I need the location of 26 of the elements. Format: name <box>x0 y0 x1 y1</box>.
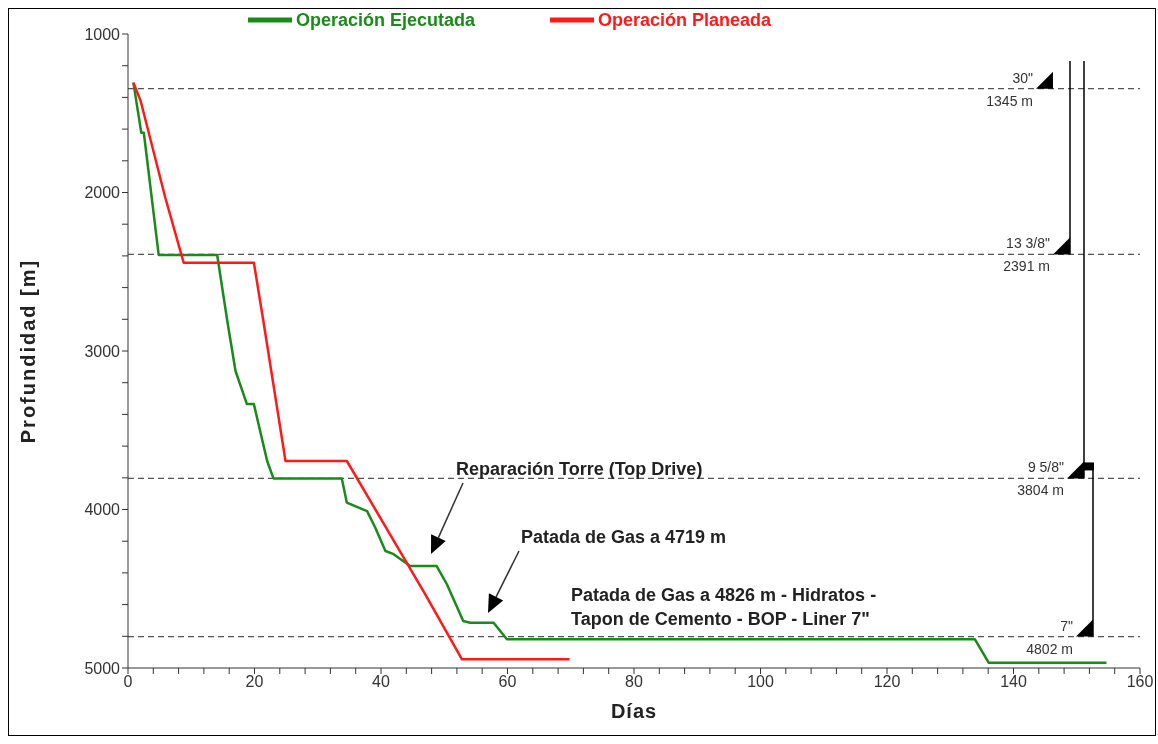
x-tick-label: 0 <box>123 673 133 691</box>
ref-line-label: 13 3/8" 2391 m <box>1003 235 1051 275</box>
y-axis-title: Profundidad [m] <box>17 258 40 444</box>
x-tick-label: 40 <box>372 673 390 691</box>
y-tick-label: 4000 <box>84 501 121 519</box>
y-tick-label: 2000 <box>84 184 121 202</box>
x-tick-label: 140 <box>1000 673 1027 691</box>
text: Operación Ejecutada <box>296 9 476 31</box>
line-series <box>132 81 1108 665</box>
x-tick-label: 60 <box>498 673 517 691</box>
annotation: Patada de Gas a 4826 m - Hidratos - Tapon de Cemento - BOP - Liner 7" <box>571 584 877 631</box>
x-axis-title: Días <box>610 700 658 722</box>
y-tick-label: 1000 <box>84 25 121 43</box>
ref-line-label: 7" 4802 m <box>1026 617 1074 657</box>
y-tick-label: 3000 <box>84 342 121 360</box>
x-tick-label: 160 <box>1126 673 1154 691</box>
x-tick-label: 20 <box>245 673 264 691</box>
ref-line-label: 30" 1345 m <box>986 69 1034 109</box>
annotation: Patada de Gas a 4719 m <box>521 526 727 549</box>
x-tick-label: 100 <box>747 673 774 691</box>
y-tick-label: 5000 <box>84 659 121 677</box>
ref-line-label: 9 5/8" 3804 m <box>1017 459 1065 499</box>
annotation: Reparación Torre (Top Drive) <box>456 458 703 481</box>
text: Operación Planeada <box>598 9 772 31</box>
x-tick-label: 120 <box>873 673 901 691</box>
x-tick-label: 80 <box>625 673 643 691</box>
